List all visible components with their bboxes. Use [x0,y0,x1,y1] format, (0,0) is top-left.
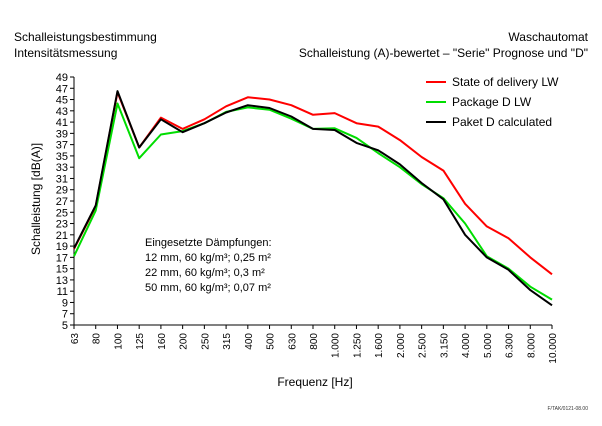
legend-label: Paket D calculated [452,115,552,129]
annotation-line-3: 50 mm, 60 kg/m³; 0,07 m² [145,282,271,294]
legend: State of delivery LW Package D LW Paket D … [426,75,559,129]
y-tick-label: 45 [56,95,68,107]
y-tick-label: 39 [56,128,68,140]
y-tick-label: 5 [62,320,68,332]
x-tick-label: 5.000 [483,333,494,358]
header-left: Schalleistungsbestimmung Intensitätsmess… [14,29,157,61]
annotation-line-2: 22 mm, 60 kg/m³; 0,3 m² [145,267,265,279]
y-tick-label: 47 [56,83,68,95]
x-tick-label: 10.000 [548,333,559,364]
y-tick-label: 21 [56,230,68,242]
x-tick-label: 8.000 [526,333,537,358]
x-tick-label: 400 [244,333,255,350]
damping-annotation: Eingesetzte Dämpfungen: 12 mm, 60 kg/m³;… [145,237,272,294]
y-tick-label: 7 [62,309,68,321]
x-axis-label: Frequenz [Hz] [277,375,352,389]
x-tick-label: 100 [113,333,124,350]
header-right-line1: Waschautomat [508,30,588,44]
x-tick-label: 800 [309,333,320,350]
y-tick-label: 49 [56,72,68,84]
series-line-3 [73,90,553,307]
y-tick-label: 29 [56,185,68,197]
y-axis: 5791113151719212325272931333537394143454… [56,72,74,332]
x-tick-label: 1.600 [374,333,385,358]
x-axis: 63 80 100 125 160 200 250 315 400 500 630 800 1.000 1… [70,325,559,364]
x-tick-label: 125 [135,333,146,350]
y-tick-label: 31 [56,173,68,185]
y-tick-label: 25 [56,207,68,219]
y-tick-label: 15 [56,264,68,276]
x-tick-label: 3.150 [439,333,450,358]
x-tick-label: 315 [222,333,233,350]
y-tick-label: 19 [56,241,68,253]
x-tick-label: 63 [70,333,81,345]
header-right-line2: Schalleistung (A)-bewertet – "Serie" Pro… [298,46,588,60]
annotation-title: Eingesetzte Dämpfungen: [145,237,272,249]
x-tick-label: 2.000 [396,333,407,358]
x-tick-label: 160 [157,333,168,350]
y-tick-label: 9 [62,297,68,309]
x-tick-label: 500 [266,333,277,350]
y-tick-label: 37 [56,140,68,152]
y-tick-label: 35 [56,151,68,163]
x-tick-label: 200 [179,333,190,350]
header-right: Waschautomat Schalleistung (A)-bewertet … [299,29,588,61]
x-tick-label: 250 [200,333,211,350]
x-tick-label: 1.250 [352,333,363,358]
x-tick-label: 2.500 [418,333,429,358]
y-tick-label: 43 [56,106,68,118]
x-tick-label: 4.000 [461,333,472,358]
y-tick-label: 11 [57,286,68,298]
y-tick-label: 33 [56,162,68,174]
legend-label: Package D LW [452,95,532,109]
x-tick-label: 630 [287,333,298,350]
header-left-line2: Intensitätsmessung [14,46,118,60]
y-tick-label: 23 [56,219,68,231]
x-tick-label: 1.000 [331,333,342,358]
y-tick-label: 41 [56,117,68,129]
annotation-line-1: 12 mm, 60 kg/m³; 0,25 m² [145,252,271,264]
y-tick-label: 17 [56,252,68,264]
header-left-line1: Schalleistungsbestimmung [14,30,157,44]
y-axis-label: Schalleistung [dB(A)] [29,143,43,255]
x-tick-label: 80 [92,333,103,345]
legend-label: State of delivery LW [452,75,559,89]
y-tick-label: 13 [56,275,68,287]
y-tick-label: 27 [56,196,68,208]
series-lines [73,90,553,307]
footer-code: F/TAK/0121-08.00 [547,406,589,412]
x-tick-label: 6.300 [505,333,516,358]
